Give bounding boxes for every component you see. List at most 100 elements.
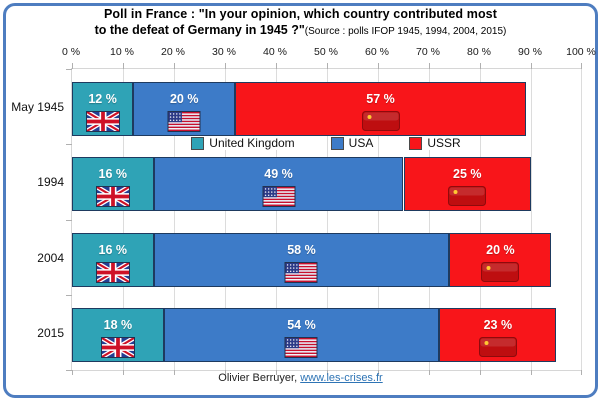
- legend-label: USA: [348, 136, 374, 150]
- footer: Olivier Berruyer, www.les-crises.fr: [0, 372, 601, 384]
- axis-tick-top: [531, 63, 532, 69]
- axis-tick-top: [327, 63, 328, 69]
- bar-value-label: 18 %: [103, 318, 133, 332]
- uk-flag-icon: [85, 109, 120, 134]
- usa-flag-icon: [262, 186, 296, 207]
- usa-flag-icon: [284, 337, 318, 358]
- x-axis-tick-label: 40 %: [263, 46, 287, 58]
- legend-item: USA: [327, 136, 377, 150]
- gridline: [581, 69, 582, 370]
- gridline: [378, 69, 379, 370]
- bar-segment-uk: 12 %: [72, 82, 134, 136]
- gridline: [531, 69, 532, 370]
- x-axis-tick-label: 80 %: [467, 46, 491, 58]
- gridline: [174, 69, 175, 370]
- bar-segment-usa: 49 %: [153, 157, 404, 211]
- legend-swatch-uk: [191, 136, 205, 150]
- bar-segment-uk: 18 %: [72, 308, 164, 362]
- bar-segment-uk: 16 %: [72, 233, 154, 287]
- bar-segment-ussr: 25 %: [403, 157, 531, 211]
- axis-tick-top: [276, 63, 277, 69]
- x-axis-tick-label: 90 %: [518, 46, 542, 58]
- axis-tick-bottom: [174, 370, 175, 375]
- legend-item: United Kingdom: [188, 136, 298, 150]
- chart-title-source: (Source : polls IFOP 1945, 1994, 2004, 2…: [304, 26, 507, 37]
- bar-segment-usa: 20 %: [133, 82, 236, 136]
- legend-swatch-ussr: [409, 136, 423, 150]
- bar-segment-ussr: 57 %: [235, 82, 526, 136]
- axis-tick-bottom: [378, 370, 379, 375]
- category-label: 2015: [37, 326, 64, 340]
- axis-tick-left: [66, 144, 72, 145]
- x-axis-tick-label: 20 %: [161, 46, 185, 58]
- usa-flag-icon: [167, 111, 201, 132]
- chart-title-line2: to the defeat of Germany in 1945 ?"(Sour…: [0, 23, 601, 37]
- axis-tick-left: [66, 370, 72, 371]
- x-axis-tick-label: 10 %: [110, 46, 134, 58]
- axis-tick-bottom: [480, 370, 481, 375]
- axis-tick-top: [174, 63, 175, 69]
- gridline: [225, 69, 226, 370]
- legend: United Kingdom USA USSR: [71, 136, 581, 150]
- legend-item: USSR: [406, 136, 464, 150]
- axis-tick-top: [429, 63, 430, 69]
- axis-tick-left: [66, 69, 72, 70]
- uk-flag-icon: [100, 335, 136, 360]
- bar-segment-ussr: 23 %: [439, 308, 557, 362]
- category-label: May 1945: [11, 100, 64, 114]
- axis-tick-left: [66, 295, 72, 296]
- bar-value-label: 12 %: [88, 92, 117, 106]
- chart-title-line1: Poll in France : "In your opinion, which…: [104, 7, 497, 21]
- bar-value-label: 54 %: [287, 318, 316, 332]
- x-axis-tick-label: 100 %: [566, 46, 596, 58]
- axis-tick-bottom: [531, 370, 532, 375]
- axis-tick-bottom: [581, 370, 582, 375]
- uk-flag-icon: [95, 184, 131, 209]
- bar-value-label: 49 %: [264, 167, 293, 181]
- legend-label: United Kingdom: [209, 136, 295, 150]
- bar-value-label: 57 %: [366, 92, 395, 106]
- uk-flag-icon: [95, 260, 131, 285]
- bar-value-label: 25 %: [453, 167, 482, 181]
- bar-value-label: 16 %: [98, 243, 128, 257]
- bar-segment-usa: 58 %: [153, 233, 450, 287]
- axis-tick-bottom: [225, 370, 226, 375]
- gridline: [327, 69, 328, 370]
- usa-flag-icon: [284, 262, 318, 283]
- category-label: 2004: [37, 251, 64, 265]
- chart-title-question: to the defeat of Germany in 1945 ?": [94, 23, 305, 37]
- x-axis: 0 % 10 % 20 % 30 % 40 % 50 % 60 % 70 % 80 % 90 % 1…: [0, 46, 601, 60]
- gridline: [480, 69, 481, 370]
- x-axis-tick-label: 70 %: [416, 46, 440, 58]
- axis-tick-bottom: [276, 370, 277, 375]
- axis-tick-top: [378, 63, 379, 69]
- gridline: [429, 69, 430, 370]
- axis-tick-top: [72, 63, 73, 69]
- bar-value-label: 58 %: [287, 243, 316, 257]
- axis-tick-left: [66, 220, 72, 221]
- x-axis-tick-label: 60 %: [365, 46, 389, 58]
- x-axis-tick-label: 0 %: [61, 46, 81, 58]
- gridline: [123, 69, 124, 370]
- axis-tick-bottom: [327, 370, 328, 375]
- legend-swatch-usa: [330, 136, 344, 150]
- axis-tick-bottom: [429, 370, 430, 375]
- bar-value-label: 20 %: [169, 92, 199, 106]
- ussr-flag-icon: [478, 337, 517, 357]
- bar-segment-uk: 16 %: [72, 157, 154, 211]
- ussr-flag-icon: [481, 262, 520, 282]
- category-label: 1994: [37, 175, 64, 189]
- axis-tick-top: [225, 63, 226, 69]
- axis-tick-bottom: [72, 370, 73, 375]
- bar-value-label: 23 %: [483, 318, 513, 332]
- plot-area: 12 % 20 % 57 % 16 % 49 % 25 % 16 % 58 % 20 % 18 %…: [66, 63, 582, 375]
- bar-value-label: 16 %: [98, 167, 128, 181]
- bar-segment-usa: 54 %: [163, 308, 440, 362]
- footer-link[interactable]: www.les-crises.fr: [300, 372, 383, 384]
- axis-tick-top: [480, 63, 481, 69]
- ussr-flag-icon: [361, 111, 400, 131]
- ussr-flag-icon: [448, 186, 487, 206]
- axis-tick-top: [581, 63, 582, 69]
- gridline: [276, 69, 277, 370]
- bar-value-label: 20 %: [486, 243, 515, 257]
